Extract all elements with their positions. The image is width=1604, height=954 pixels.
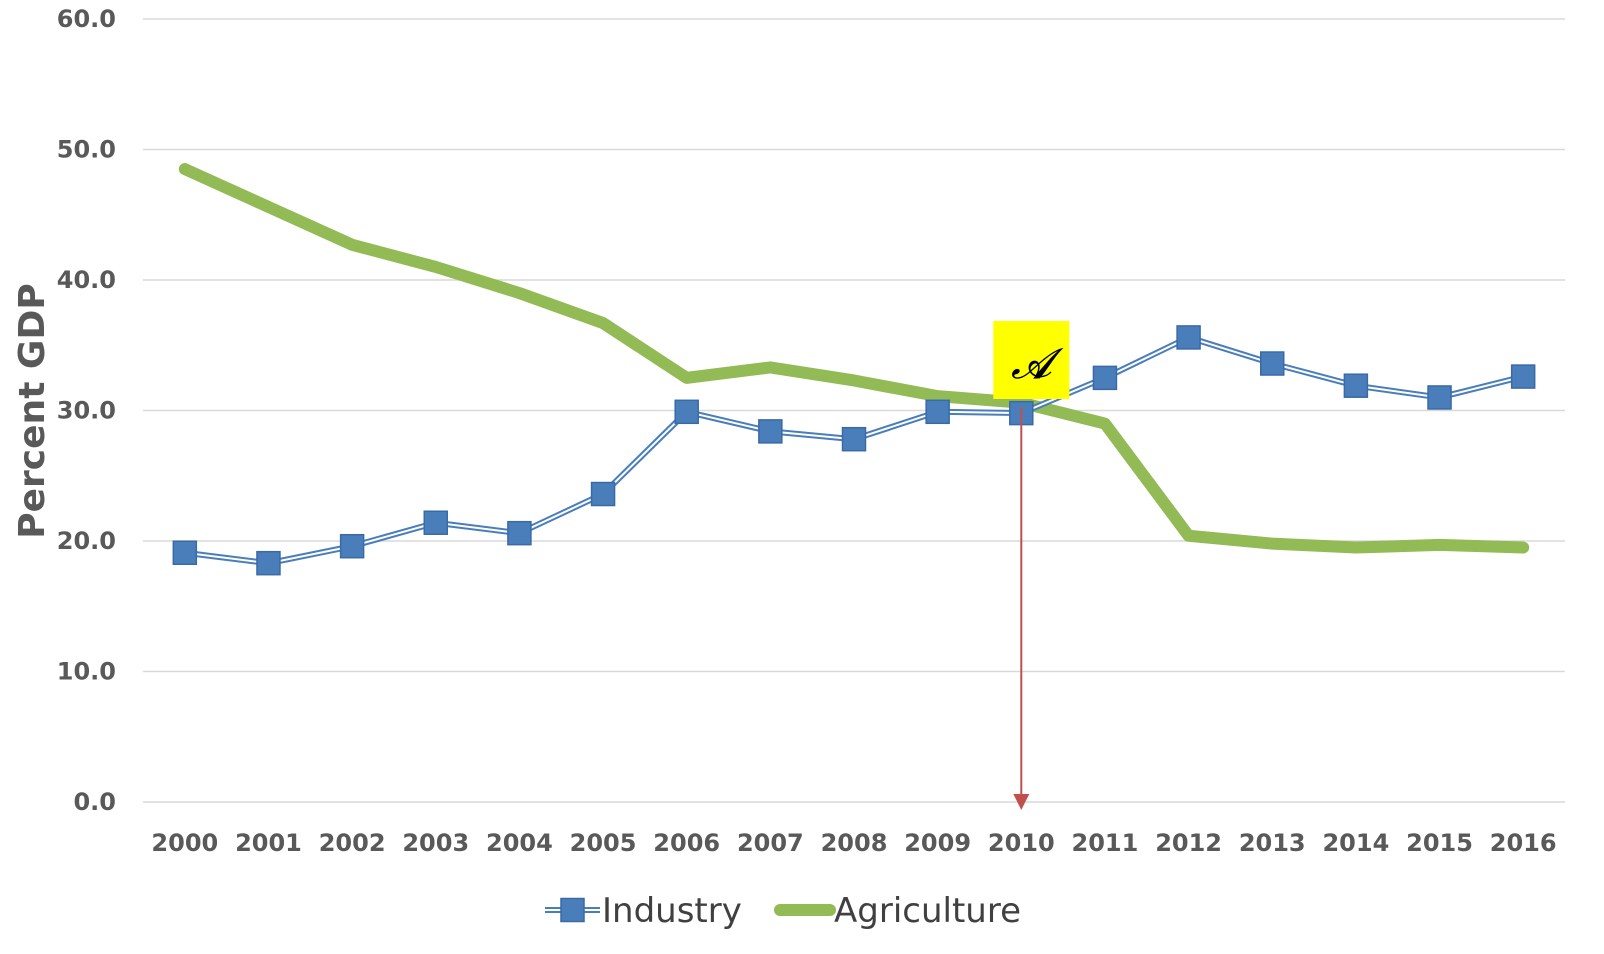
x-axis-ticks: 2000 2001 2002 2003 2004 2005 2006 2007 2008 2009… xyxy=(151,829,1556,857)
y-tick-label: 60.0 xyxy=(57,5,116,33)
x-tick-label: 2016 xyxy=(1490,829,1557,857)
x-tick-label: 2014 xyxy=(1322,829,1389,857)
x-tick-label: 2006 xyxy=(653,829,720,857)
y-tick-label: 10.0 xyxy=(57,658,116,686)
series-point-industry xyxy=(1092,365,1118,391)
y-tick-label: 40.0 xyxy=(57,266,116,294)
annotation-arrow-head xyxy=(1013,794,1030,810)
series-point-industry xyxy=(590,481,616,507)
series-point-industry xyxy=(841,426,867,452)
annotation-layer: 𝓐 xyxy=(993,321,1070,810)
series-point-industry xyxy=(758,419,783,444)
legend: Industry Agriculture xyxy=(545,891,1021,931)
series-point-industry xyxy=(507,520,532,546)
y-axis-ticks: 0.0 10.0 20.0 30.0 40.0 50.0 60.0 xyxy=(57,5,116,816)
series-line-agriculture xyxy=(178,163,1530,554)
gridlines xyxy=(143,18,1565,803)
x-tick-label: 2009 xyxy=(904,829,971,857)
legend-label-industry: Industry xyxy=(602,891,742,931)
x-tick-label: 2010 xyxy=(988,829,1055,857)
x-tick-label: 2011 xyxy=(1072,829,1139,857)
series-point-industry xyxy=(1510,364,1536,389)
series-point-industry xyxy=(1427,385,1452,410)
y-tick-label: 20.0 xyxy=(57,527,116,555)
x-tick-label: 2004 xyxy=(486,829,553,857)
series-point-industry xyxy=(1343,373,1369,398)
y-tick-label: 30.0 xyxy=(57,397,116,425)
x-tick-label: 2001 xyxy=(235,829,302,857)
x-tick-label: 2000 xyxy=(151,829,218,857)
series-layer xyxy=(172,163,1536,576)
annotation-highlight xyxy=(993,321,1070,399)
series-point-industry xyxy=(1176,325,1201,350)
series-point-industry xyxy=(256,550,281,576)
series-point-industry xyxy=(172,540,198,565)
x-tick-label: 2005 xyxy=(570,829,637,857)
series-point-industry xyxy=(423,510,449,535)
x-tick-label: 2013 xyxy=(1239,829,1306,857)
y-axis-label: Percent GDP xyxy=(12,283,53,539)
y-tick-label: 50.0 xyxy=(57,136,116,164)
x-tick-label: 2002 xyxy=(319,829,386,857)
x-tick-label: 2015 xyxy=(1406,829,1473,857)
x-tick-label: 2007 xyxy=(737,829,804,857)
series-point-industry xyxy=(674,399,699,425)
legend-label-agriculture: Agriculture xyxy=(834,891,1021,931)
x-tick-label: 2012 xyxy=(1155,829,1222,857)
series-point-industry xyxy=(925,399,950,425)
x-tick-label: 2003 xyxy=(402,829,469,857)
x-tick-label: 2008 xyxy=(821,829,888,857)
legend-marker-industry xyxy=(560,897,585,923)
y-tick-label: 0.0 xyxy=(73,788,116,816)
series-point-industry xyxy=(339,533,365,559)
series-point-industry xyxy=(1259,351,1285,376)
